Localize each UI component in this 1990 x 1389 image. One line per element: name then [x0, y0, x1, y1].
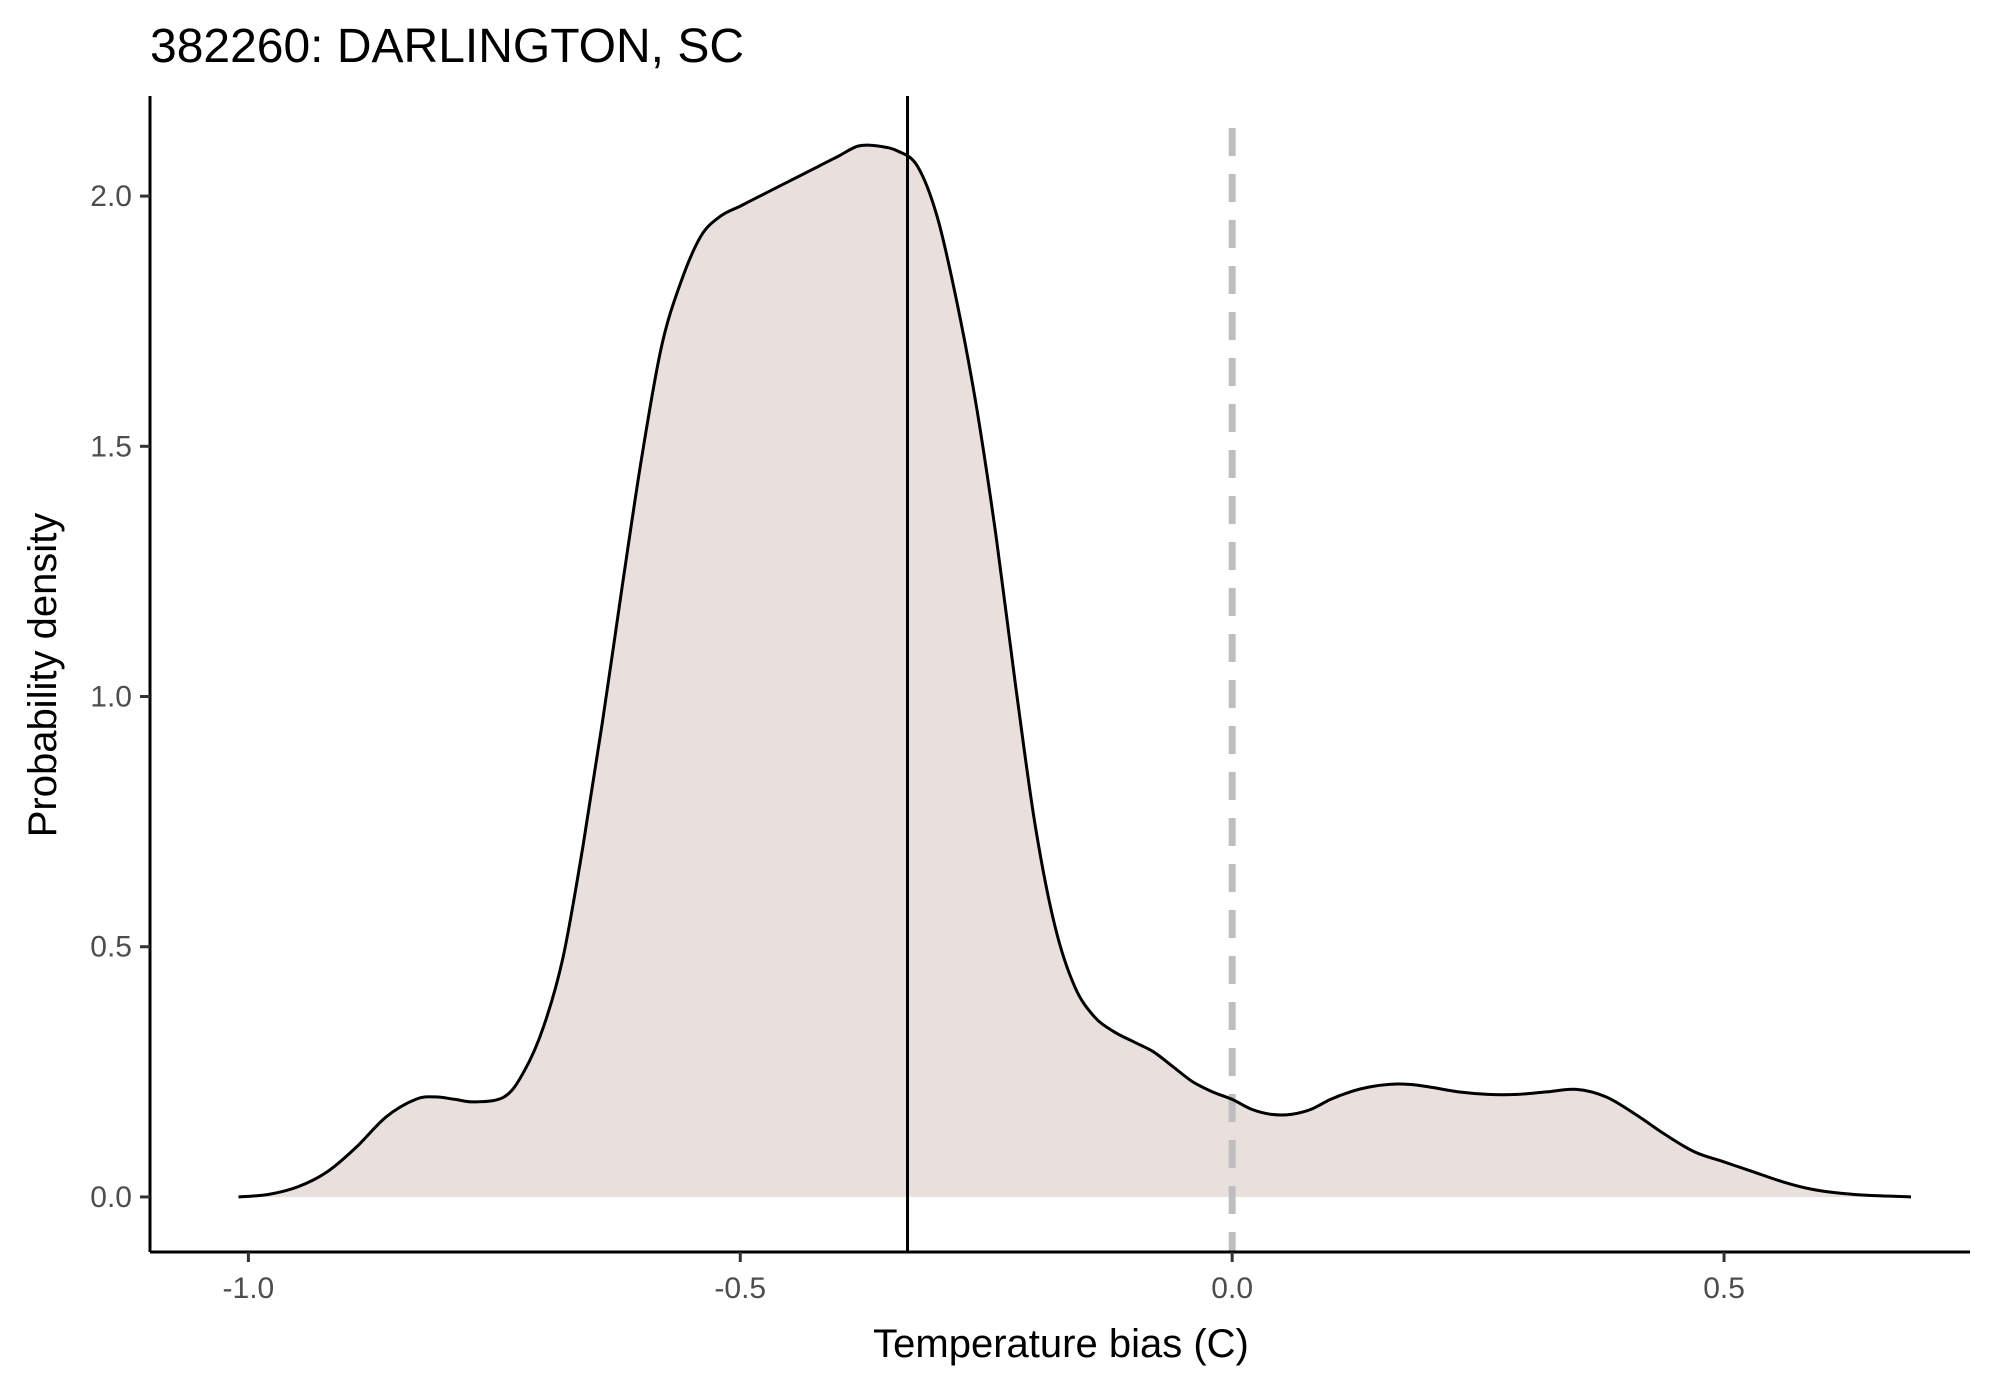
- density-line: [238, 143, 1912, 1199]
- plot-area: [238, 96, 1912, 1252]
- x-tick-label: -0.5: [714, 1272, 766, 1305]
- y-tick-label: 0.0: [90, 1181, 132, 1214]
- x-tick-label: 0.5: [1703, 1272, 1745, 1305]
- axes: -1.0 -0.5 0.0 0.5 0.0 0.5 1.0 1.5 2.0: [90, 96, 1970, 1305]
- chart-title: 382260: DARLINGTON, SC: [150, 20, 744, 73]
- density-area: [238, 145, 1911, 1198]
- y-tick-label: 1.5: [90, 430, 132, 463]
- y-axis-title: Probability density: [21, 513, 65, 838]
- x-tick-label: -1.0: [223, 1272, 275, 1305]
- y-tick-label: 2.0: [90, 180, 132, 213]
- x-axis-title: Temperature bias (C): [873, 1322, 1249, 1366]
- y-tick-label: 1.0: [90, 681, 132, 714]
- x-tick-label: 0.0: [1211, 1272, 1253, 1305]
- y-tick-label: 0.5: [90, 931, 132, 964]
